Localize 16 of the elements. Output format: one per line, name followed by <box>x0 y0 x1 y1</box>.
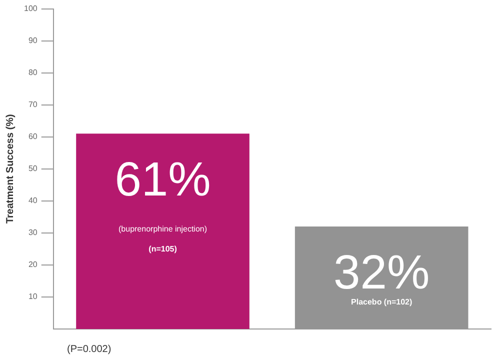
data-label: 32% <box>334 246 430 300</box>
x-tick-label: Placebo (n=102) <box>351 298 412 307</box>
y-tick-label: 50 <box>28 164 38 174</box>
data-label: 61% <box>114 154 211 207</box>
category-label: (buprenorphine injection) (n=105) <box>118 224 208 254</box>
y-tick-label: 20 <box>28 260 38 270</box>
y-tick-label: 40 <box>28 196 38 206</box>
y-tick-label: 60 <box>28 132 38 142</box>
y-tick-label: 90 <box>28 36 38 46</box>
y-tick-label: 100 <box>24 4 38 14</box>
text: (P=0.002) <box>67 344 112 355</box>
y-axis-title: Treatment Success (%) <box>4 114 16 224</box>
y-tick-label: 10 <box>28 292 38 302</box>
y-tick-label: 30 <box>28 228 38 238</box>
y-tick-label: 80 <box>28 68 38 78</box>
y-tick-label: 70 <box>28 100 38 110</box>
